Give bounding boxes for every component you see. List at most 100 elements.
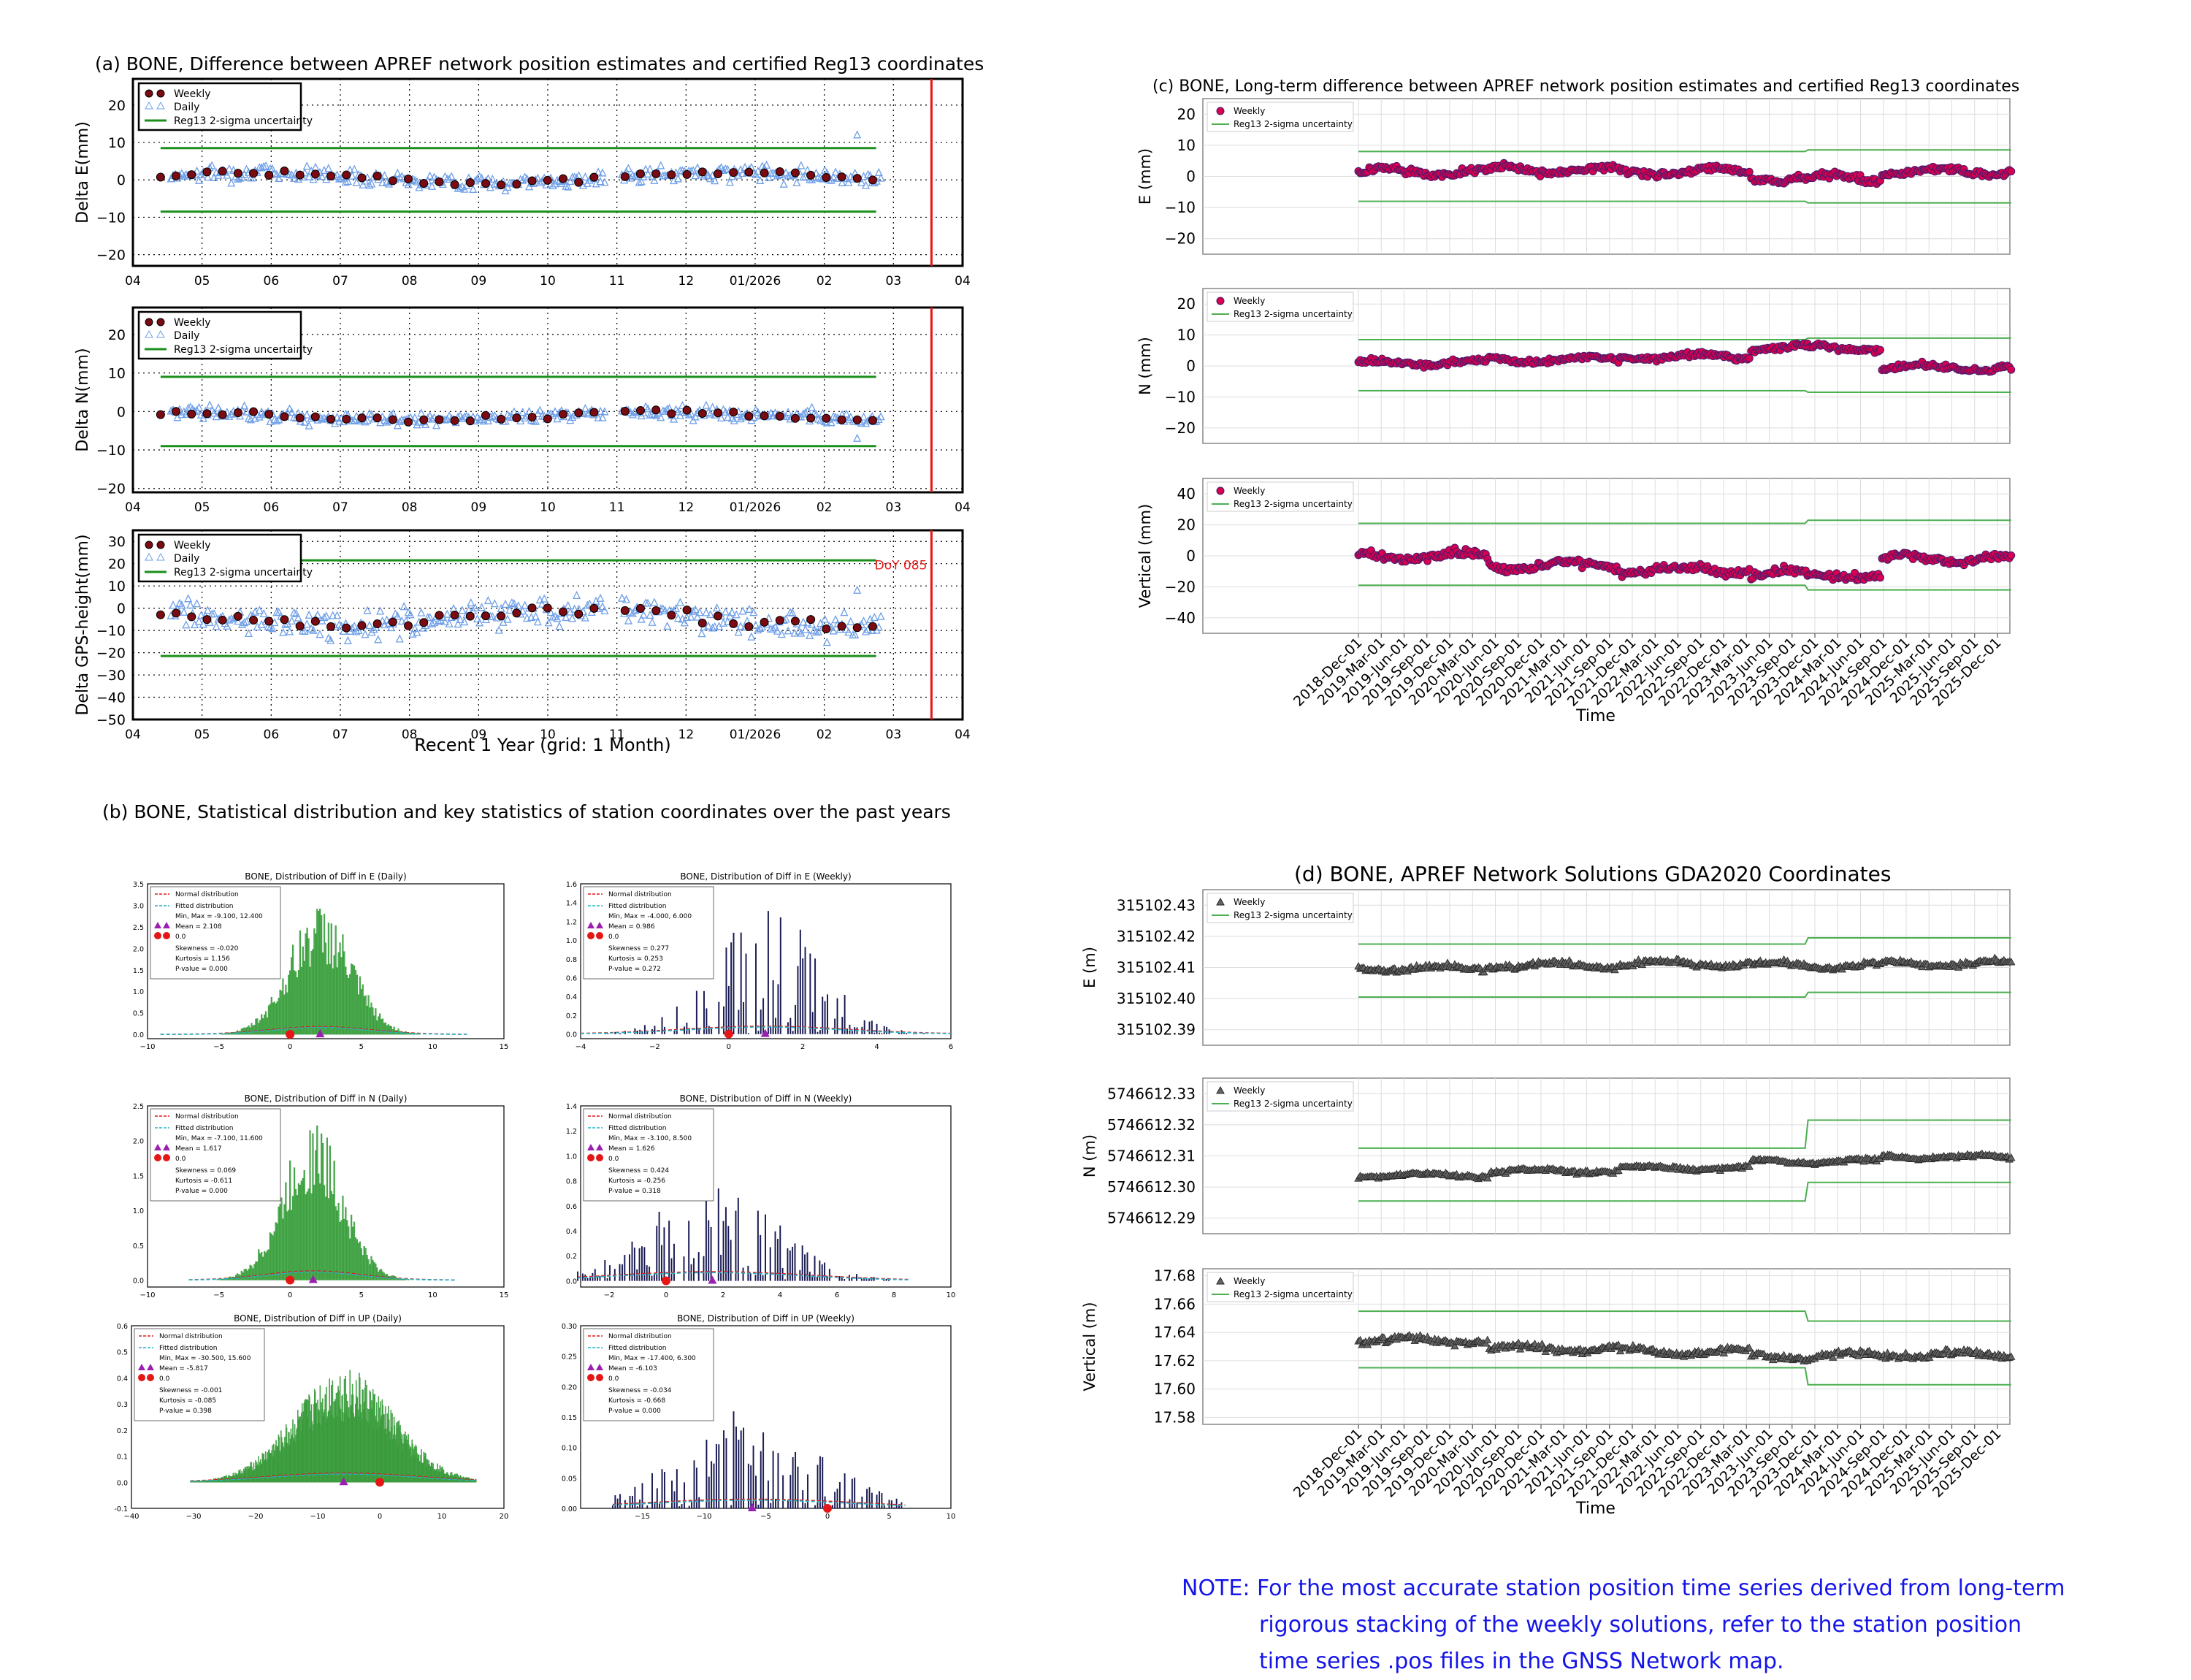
hist-bar: [319, 909, 321, 1034]
hist-bar: [730, 1240, 732, 1281]
hist-bar: [385, 1275, 386, 1280]
hist-bar: [868, 1279, 870, 1281]
hist-bar: [822, 1264, 823, 1280]
y-tick-label: 1.5: [133, 1172, 144, 1180]
hist-bar: [355, 970, 356, 1034]
hist-bar: [798, 1467, 799, 1508]
legend-fitted-label: Fitted distribution: [175, 903, 233, 910]
weekly-marker: [543, 176, 551, 184]
weekly-marker: [528, 177, 536, 185]
hist-bar: [810, 954, 811, 1034]
hist-bar: [391, 1026, 392, 1034]
hist-bar: [871, 1021, 873, 1034]
weekly-marker: [327, 415, 335, 423]
legend-sigma-label: Reg13 2-sigma uncertainty: [1234, 1099, 1353, 1109]
hist-bar: [827, 1276, 828, 1280]
y-tick-label: 1.5: [133, 967, 144, 975]
hist-bar: [758, 1031, 760, 1034]
hist-bar: [325, 943, 326, 1034]
hist-bar: [661, 1245, 662, 1281]
chart-d-n: 5746612.335746612.325746612.315746612.30…: [1081, 1078, 2015, 1234]
hist-bar: [879, 1492, 880, 1508]
hist-bar: [343, 952, 345, 1034]
x-tick-label: 0: [664, 1291, 668, 1299]
panel-c-xlabel: Time: [1575, 707, 1615, 725]
hist-bar: [632, 1496, 633, 1508]
hist-bar: [770, 1503, 771, 1508]
hist-bar: [256, 1261, 258, 1280]
hist-bar: [657, 1489, 658, 1508]
hist-bar: [343, 934, 344, 1034]
x-tick-label: 15: [500, 1043, 509, 1051]
legend-weekly-marker: [1217, 107, 1224, 115]
x-tick-label: 4: [874, 1043, 879, 1051]
x-tick-label: −30: [186, 1513, 201, 1521]
panel-c-title: (c) BONE, Long-term difference between A…: [1152, 77, 2019, 96]
y-tick-label: 0.1: [117, 1454, 128, 1462]
y-tick-label: 5746612.30: [1107, 1178, 1196, 1196]
hist-bar: [762, 1275, 764, 1281]
hist-bar: [248, 1026, 250, 1034]
hist-bar: [373, 1262, 375, 1280]
legend-sigma-label: Reg13 2-sigma uncertainty: [174, 567, 313, 579]
y-tick-label: 0.4: [117, 1375, 128, 1383]
weekly-marker: [482, 411, 490, 419]
x-tick-label: 10: [540, 500, 556, 515]
hist-bar: [251, 1266, 253, 1280]
hist-bar: [328, 1199, 329, 1280]
y-tick-label: 315102.39: [1117, 1021, 1196, 1039]
weekly-marker: [745, 168, 753, 176]
legend-kurtosis-label: Kurtosis = -0.668: [608, 1397, 665, 1405]
y-tick-label: 10: [108, 366, 126, 382]
legend-weekly-marker: [1217, 487, 1224, 495]
hist-bar: [289, 1161, 291, 1280]
hist-bar: [760, 1009, 762, 1034]
hist-bar: [659, 1504, 660, 1508]
weekly-marker: [590, 604, 598, 612]
hist-bar: [297, 1195, 298, 1280]
hist-bar: [348, 978, 349, 1034]
legend-weekly-label: Weekly: [1234, 897, 1265, 907]
x-tick-label: 0: [825, 1513, 830, 1521]
hist-bar: [321, 915, 322, 1034]
hist-bar: [790, 1475, 792, 1508]
hist-bar: [802, 1490, 803, 1508]
hist-e-weekly: BONE, Distribution of Diff in E (Weekly)…: [566, 871, 953, 1051]
y-axis-label: Vertical (m): [1081, 1302, 1098, 1391]
legend-zero-marker: [154, 1154, 161, 1161]
hist-bar: [331, 924, 332, 1035]
weekly-marker: [1745, 355, 1753, 362]
x-tick-label: 11: [609, 500, 625, 515]
weekly-marker: [822, 625, 830, 633]
x-tick-label: 08: [402, 274, 418, 289]
hist-bar: [775, 1499, 776, 1508]
hist-bar: [787, 1500, 789, 1508]
hist-bar: [285, 1183, 286, 1280]
hist-bar: [812, 1012, 814, 1034]
y-tick-label: 0.3: [117, 1401, 128, 1409]
hist-bar: [385, 1023, 386, 1034]
weekly-marker: [868, 176, 876, 184]
legend-skewness-label: Skewness = 0.277: [608, 945, 669, 952]
hist-bar: [839, 1276, 841, 1280]
hist-bar: [329, 1146, 331, 1280]
weekly-marker: [791, 617, 799, 625]
weekly-marker: [590, 408, 598, 416]
x-tick-label: 5: [359, 1291, 364, 1299]
weekly-marker: [668, 171, 676, 179]
hist-bar: [283, 979, 284, 1034]
weekly-marker: [807, 616, 815, 624]
legend-zero-marker: [163, 1154, 170, 1161]
hist-bar: [668, 1221, 670, 1280]
weekly-marker: [466, 417, 474, 425]
y-tick-label: 1.4: [566, 900, 577, 908]
hist-bar: [346, 1221, 348, 1280]
hist-bar: [353, 966, 355, 1034]
hist-bar: [805, 947, 806, 1034]
hist-bar: [684, 1483, 685, 1508]
x-tick-label: 12: [678, 728, 695, 742]
hist-bar: [730, 942, 732, 1034]
hist-bar: [664, 1472, 665, 1508]
x-tick-label: 03: [886, 274, 902, 289]
